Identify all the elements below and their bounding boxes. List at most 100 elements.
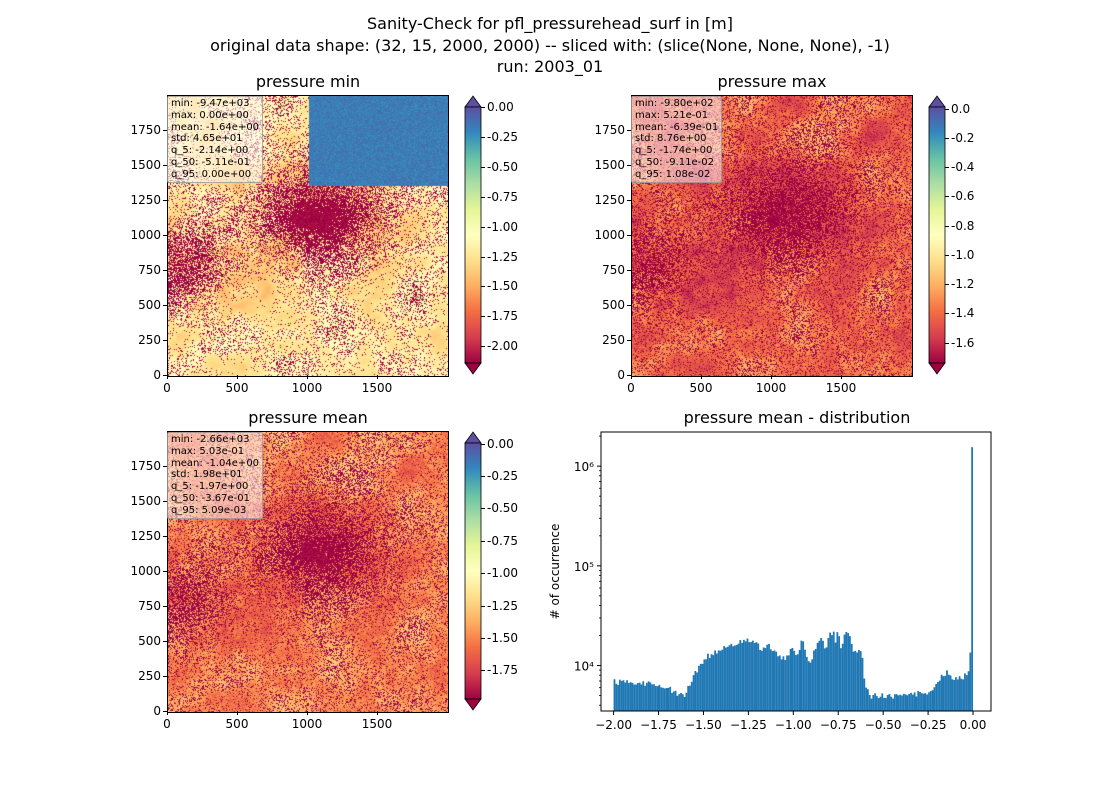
y-tick-label: 1750	[594, 123, 625, 137]
histogram-bar	[725, 647, 727, 711]
colorbar-tick-mark	[481, 166, 485, 168]
colorbar	[464, 95, 482, 375]
histogram-bar	[777, 656, 779, 711]
histogram-bar	[636, 683, 639, 711]
histogram-bar	[795, 655, 797, 711]
y-tick-mark	[627, 235, 631, 236]
y-tick-label: 1000	[594, 228, 625, 242]
stats-box: min: -9.80e+02 max: 5.21e-01 mean: -6.39…	[631, 96, 723, 183]
histogram-bar	[818, 640, 821, 711]
histogram-bar	[789, 649, 792, 711]
histogram-bar	[911, 694, 914, 711]
stat-line: q_50: -3.67e-01	[171, 492, 250, 504]
histogram-bar	[732, 646, 734, 711]
x-tick-label: 0.00	[960, 718, 987, 732]
y-tick-label: 1250	[130, 529, 161, 543]
histogram-bar	[901, 695, 903, 711]
x-tick-label: −0.25	[910, 718, 947, 732]
histogram-bar	[811, 659, 814, 711]
y-tick-mark	[163, 606, 167, 607]
histogram-bar	[631, 682, 634, 711]
colorbar-tick-label: 0.0	[951, 101, 971, 116]
histogram-bar	[633, 684, 636, 711]
histogram-bar	[809, 662, 812, 711]
histogram-bar	[734, 645, 736, 711]
histogram-bar	[955, 677, 957, 711]
histogram-bar	[778, 655, 781, 711]
y-tick-label: 500	[138, 634, 161, 648]
histogram-bar	[730, 643, 733, 711]
histogram-bar	[892, 698, 894, 711]
histogram-bar	[624, 682, 627, 711]
histogram-bar	[708, 657, 711, 711]
histogram-bar	[931, 690, 934, 711]
x-tick-label: 0	[163, 381, 171, 395]
stats-box: min: -9.47e+03 max: 0.00e+00 mean: -1.64…	[167, 96, 264, 183]
histogram-bar	[768, 643, 770, 711]
histogram-bar	[796, 654, 799, 711]
y-tick-mark	[163, 235, 167, 236]
colorbar-tick-label: -2.00	[487, 339, 519, 354]
histogram-bar	[757, 643, 760, 711]
histogram-bar	[863, 678, 866, 711]
histogram-bar	[831, 635, 833, 711]
histogram-bar	[692, 675, 695, 711]
panel-title: pressure max	[717, 72, 827, 91]
colorbar-gradient	[464, 442, 482, 700]
colorbar-tick-mark	[481, 605, 485, 607]
y-tick-label: 10⁶	[574, 460, 594, 474]
histogram-bar	[741, 642, 743, 711]
colorbar-tick-mark	[481, 256, 485, 258]
stat-line: std: 4.65e+01	[171, 133, 243, 145]
y-tick-mark	[163, 130, 167, 131]
colorbar-tick-mark	[945, 254, 949, 256]
colorbar-tick-label: -1.75	[487, 309, 519, 324]
colorbar-tick-label: -0.75	[487, 533, 519, 548]
histogram-bar	[827, 637, 830, 711]
y-tick-label: 1000	[130, 564, 161, 578]
histogram-bar	[850, 643, 853, 711]
histogram-bar	[897, 695, 900, 711]
histogram-bar	[658, 684, 661, 711]
stat-line: min: -9.80e+02	[635, 98, 714, 109]
histogram-bar	[843, 634, 846, 711]
colorbar-tick-label: -1.50	[487, 631, 519, 646]
histogram-bar	[615, 683, 618, 711]
histogram-bar	[629, 682, 632, 711]
x-tick-label: 1000	[291, 717, 323, 731]
histogram-bar	[712, 655, 715, 711]
stat-line: max: 5.03e-01	[171, 445, 245, 457]
histogram-bar	[775, 651, 778, 711]
panel-title: pressure mean	[248, 408, 368, 427]
histogram-bar	[617, 684, 619, 711]
x-tick-label: −1.25	[730, 718, 767, 732]
y-tick-mark	[163, 375, 167, 376]
histogram-bar	[660, 687, 663, 711]
x-tick-mark	[631, 375, 632, 379]
colorbar-tick-label: 0.00	[487, 436, 514, 451]
stat-line: mean: -1.64e+00	[171, 121, 260, 133]
colorbar-tick-label: -0.50	[487, 501, 519, 516]
y-tick-mark	[163, 676, 167, 677]
stat-line: mean: -1.04e+00	[171, 457, 260, 469]
colorbar-tick-mark	[481, 136, 485, 138]
histogram-bar	[653, 684, 655, 711]
histogram-bar	[893, 694, 896, 711]
x-tick-label: 0	[627, 381, 635, 395]
histogram-bar	[662, 687, 664, 711]
histogram-bar	[969, 652, 972, 711]
x-tick-label: −2.00	[595, 718, 632, 732]
y-tick-mark	[627, 270, 631, 271]
stat-line: q_95: 0.00e+00	[171, 168, 252, 180]
histogram-bar	[816, 642, 819, 711]
y-tick-mark	[163, 641, 167, 642]
histogram-bar	[723, 646, 726, 711]
y-tick-label: 1250	[130, 193, 161, 207]
colorbar-tick-label: -0.6	[951, 189, 975, 204]
x-tick-label: 1500	[825, 381, 857, 395]
histogram-bar	[965, 675, 968, 711]
histogram-bar	[942, 676, 945, 711]
stat-line: min: -2.66e+03	[171, 434, 250, 445]
stats-box: min: -2.66e+03 max: 5.03e-01 mean: -1.04…	[167, 432, 264, 519]
histogram-bar	[910, 692, 912, 711]
